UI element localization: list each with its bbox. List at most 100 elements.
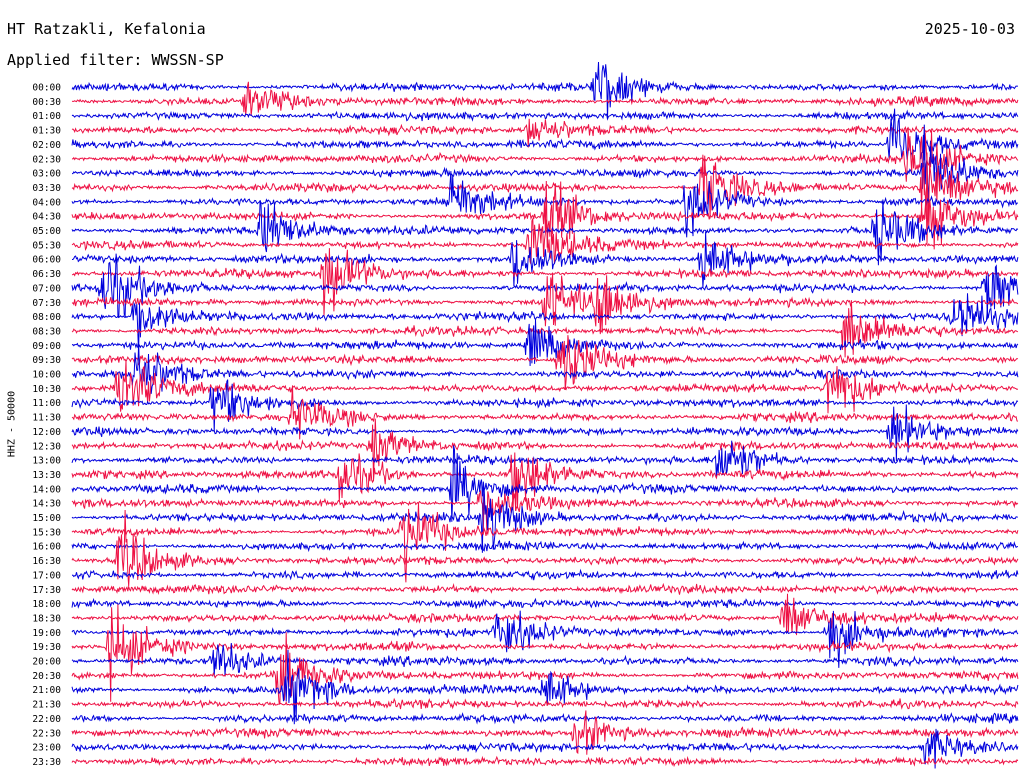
- tick-label-1400: 14:00: [32, 484, 61, 495]
- tick-label-1130: 11:30: [32, 413, 61, 424]
- tick-label-0100: 01:00: [32, 111, 61, 122]
- trace-row-1000: [71, 345, 1019, 394]
- tick-labels-group: 00:00 00:30 01:00 01:30 02:00 02:30 03:00 03:30…: [32, 83, 61, 768]
- tick-label-1330: 13:30: [32, 470, 61, 481]
- tick-label-0830: 08:30: [32, 326, 61, 337]
- tick-label-0000: 00:00: [32, 83, 61, 94]
- trace-row-0600: [72, 231, 1019, 288]
- tick-label-0600: 06:00: [32, 255, 61, 266]
- trace-row-1730: [71, 582, 1019, 595]
- tick-label-0300: 03:00: [32, 169, 61, 180]
- tick-label-1830: 18:30: [32, 613, 61, 624]
- trace-row-1600: [71, 539, 1019, 553]
- tick-label-0630: 06:30: [32, 269, 61, 280]
- tick-label-1730: 17:30: [32, 585, 61, 596]
- tick-label-1230: 12:30: [32, 441, 61, 452]
- trace-row-2230: [71, 710, 1019, 755]
- tick-label-0200: 02:00: [32, 140, 61, 151]
- tick-label-1630: 16:30: [32, 556, 61, 567]
- trace-row-0400: [71, 171, 1018, 238]
- tick-label-0730: 07:30: [32, 298, 61, 309]
- tick-label-1430: 14:30: [32, 499, 61, 510]
- filter-label: Applied filter: WWSSN-SP: [7, 51, 224, 69]
- tick-label-1300: 13:00: [32, 456, 61, 467]
- trace-row-2030: [71, 632, 1019, 705]
- trace-row-1930: [71, 604, 1018, 702]
- tick-label-1600: 16:00: [32, 542, 61, 553]
- trace-row-1800: [71, 597, 1019, 610]
- tick-label-0800: 08:00: [32, 312, 61, 323]
- traces-group: [71, 61, 1019, 769]
- trace-row-1530: [71, 502, 1019, 583]
- trace-row-1900: [71, 610, 1019, 668]
- trace-row-0730: [71, 273, 1019, 335]
- trace-row-0500: [71, 199, 1019, 266]
- trace-row-0530: [71, 218, 1019, 265]
- trace-row-0430: [71, 180, 1019, 250]
- trace-row-0230: [71, 126, 1019, 196]
- tick-label-0930: 09:30: [32, 355, 61, 366]
- trace-row-1630: [71, 509, 1019, 587]
- tick-label-2330: 23:30: [32, 757, 61, 768]
- tick-label-2300: 23:00: [32, 743, 61, 754]
- station-title: HT Ratzakli, Kefalonia: [7, 20, 206, 38]
- tick-label-0030: 00:30: [32, 97, 61, 108]
- tick-label-0130: 01:30: [32, 126, 61, 137]
- trace-row-1700: [71, 568, 1019, 581]
- trace-row-0700: [71, 253, 1019, 320]
- trace-row-1830: [71, 593, 1019, 636]
- tick-label-1900: 19:00: [32, 628, 61, 639]
- tick-label-2130: 21:30: [32, 700, 61, 711]
- tick-label-0500: 05:00: [32, 226, 61, 237]
- tick-label-1100: 11:00: [32, 398, 61, 409]
- tick-label-2230: 22:30: [32, 728, 61, 739]
- trace-row-1030: [71, 360, 1019, 414]
- tick-label-0900: 09:00: [32, 341, 61, 352]
- tick-label-1000: 10:00: [32, 370, 61, 381]
- trace-row-0330: [71, 152, 1019, 221]
- trace-row-0030: [71, 81, 1019, 116]
- date-label: 2025-10-03: [924, 20, 1015, 38]
- tick-label-2100: 21:00: [32, 685, 61, 696]
- tick-label-0400: 04:00: [32, 197, 61, 208]
- trace-row-2300: [71, 728, 1019, 769]
- trace-row-1400: [71, 445, 1019, 522]
- tick-label-0700: 07:00: [32, 283, 61, 294]
- trace-row-0900: [71, 319, 1019, 367]
- trace-row-1300: [71, 440, 1019, 478]
- tick-label-2030: 20:30: [32, 671, 61, 682]
- trace-row-0000: [71, 61, 1019, 120]
- trace-row-0300: [72, 124, 1019, 201]
- trace-row-0100: [71, 109, 1019, 122]
- tick-label-1800: 18:00: [32, 599, 61, 610]
- tick-label-0230: 02:30: [32, 154, 61, 165]
- trace-row-0630: [71, 248, 1019, 316]
- tick-label-1030: 10:30: [32, 384, 61, 395]
- tick-label-0430: 04:30: [32, 212, 61, 223]
- trace-row-2000: [71, 642, 1019, 677]
- trace-row-1130: [71, 385, 1019, 440]
- trace-row-1500: [71, 485, 1018, 553]
- trace-row-1230: [71, 418, 1019, 482]
- tick-label-1500: 15:00: [32, 513, 61, 524]
- tick-label-2000: 20:00: [32, 657, 61, 668]
- trace-row-0200: [71, 108, 1019, 161]
- trace-row-2130: [71, 697, 1019, 710]
- trace-row-2200: [71, 712, 1019, 725]
- tick-label-1930: 19:30: [32, 642, 61, 653]
- tick-label-0530: 05:30: [32, 240, 61, 251]
- tick-label-0330: 03:30: [32, 183, 61, 194]
- tick-label-1700: 17:00: [32, 570, 61, 581]
- tick-label-1530: 15:30: [32, 527, 61, 538]
- trace-row-0130: [71, 118, 1019, 148]
- trace-row-0930: [71, 335, 1019, 391]
- trace-row-2100: [71, 649, 1019, 725]
- trace-row-1200: [71, 404, 1019, 462]
- tick-label-2200: 22:00: [32, 714, 61, 725]
- trace-row-1330: [71, 452, 1019, 512]
- trace-row-1430: [71, 489, 1019, 534]
- trace-row-1100: [71, 379, 1019, 432]
- tick-label-1200: 12:00: [32, 427, 61, 438]
- trace-row-2330: [71, 755, 1019, 768]
